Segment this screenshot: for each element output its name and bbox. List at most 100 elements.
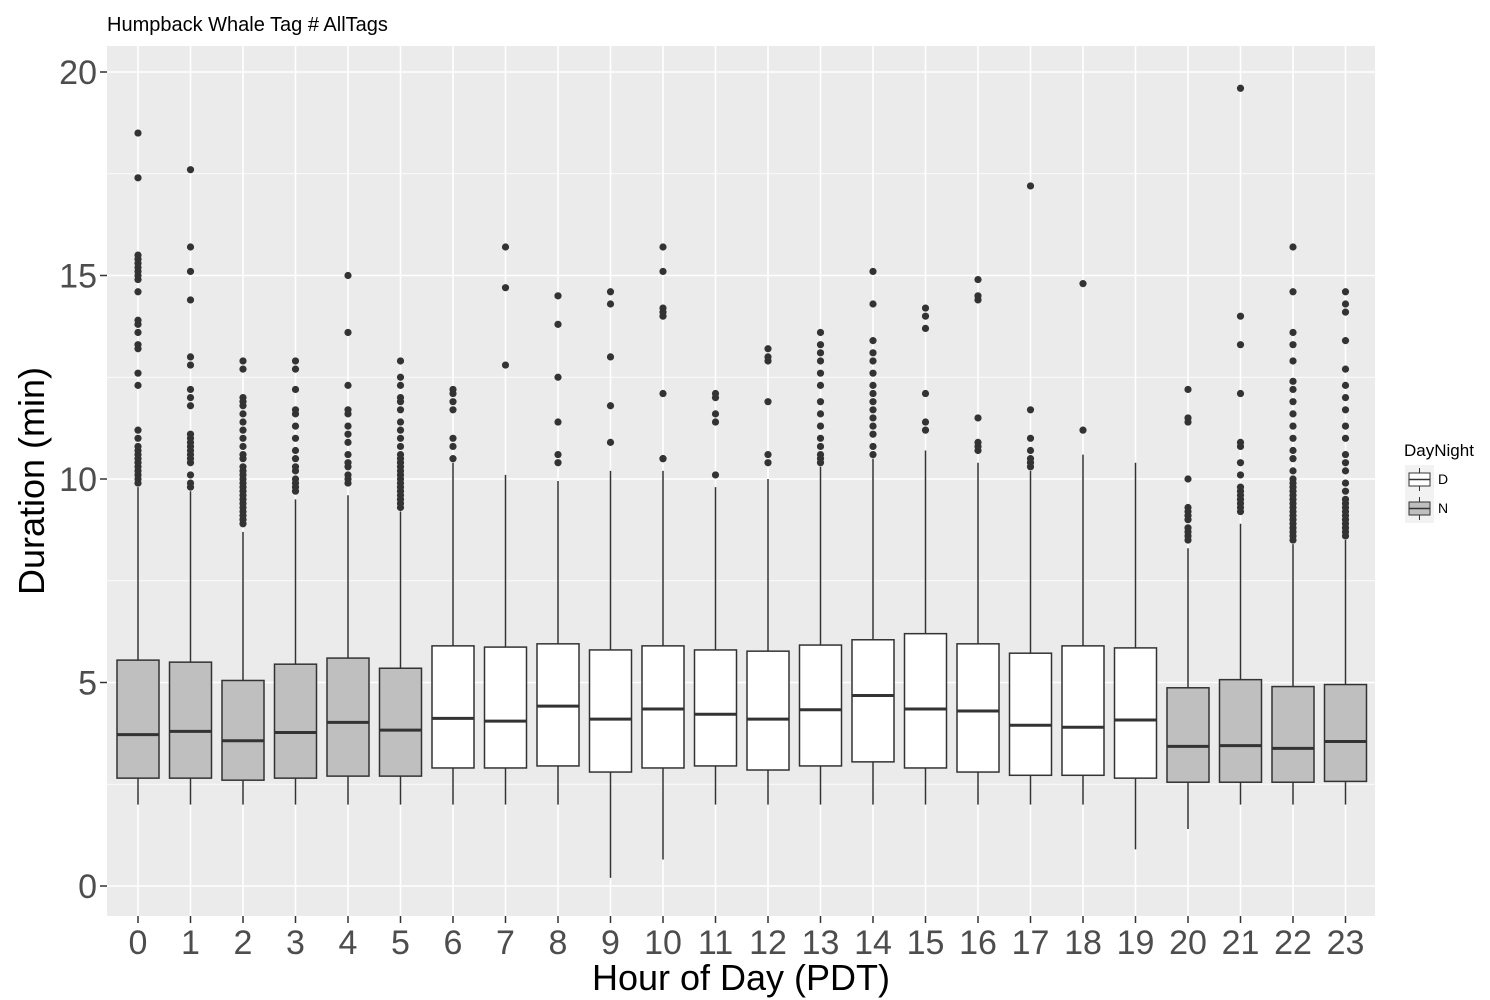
outlier-point <box>711 418 720 426</box>
box-hour-8 <box>536 292 580 805</box>
x-tick-label: 10 <box>644 924 682 962</box>
box-iqr <box>1113 647 1158 779</box>
outlier-point <box>344 271 352 280</box>
outlier-point <box>921 312 930 320</box>
box-iqr <box>956 643 1000 773</box>
outlier-point <box>134 129 142 137</box>
outlier-point <box>869 267 877 276</box>
y-tick-label: 20 <box>59 54 97 92</box>
outlier-point <box>396 418 405 426</box>
box-hour-9 <box>588 288 633 878</box>
x-tick-label: 6 <box>444 924 463 962</box>
outlier-point <box>1289 357 1297 365</box>
outlier-point <box>291 463 300 471</box>
outlier-point <box>1026 446 1035 455</box>
box-hour-1 <box>168 166 213 805</box>
x-tick-label: 3 <box>286 924 305 962</box>
outlier-point <box>869 450 877 459</box>
outlier-point <box>816 434 825 442</box>
outlier-point <box>1289 475 1297 483</box>
y-axis: 0 5 10 15 20 <box>59 54 107 906</box>
outlier-point <box>711 389 720 398</box>
outlier-point <box>1289 434 1297 442</box>
outlier-point <box>554 450 562 459</box>
outlier-point <box>1236 389 1245 398</box>
x-axis-title: Hour of Day (PDT) <box>592 957 890 998</box>
box-iqr <box>851 639 895 763</box>
outlier-point <box>186 267 195 276</box>
outlier-point <box>134 369 142 377</box>
outlier-point <box>291 434 300 442</box>
box-iqr <box>641 645 685 769</box>
x-tick-label: 13 <box>802 924 840 962</box>
x-tick-label: 14 <box>854 924 892 962</box>
box-iqr <box>483 646 528 769</box>
outlier-point <box>764 450 772 459</box>
outlier-point <box>396 373 405 381</box>
outlier-point <box>1184 414 1192 422</box>
box-iqr <box>746 650 790 771</box>
outlier-point <box>1236 471 1245 479</box>
outlier-point <box>186 394 195 402</box>
x-tick-label: 8 <box>549 924 568 962</box>
box-iqr <box>588 649 633 773</box>
outlier-point <box>344 471 352 479</box>
box-hour-22 <box>1271 243 1315 805</box>
outlier-point <box>1289 410 1297 418</box>
outlier-point <box>1236 483 1245 491</box>
outlier-point <box>1184 475 1192 483</box>
x-tick-label: 21 <box>1222 924 1260 962</box>
outlier-point <box>239 463 247 471</box>
x-tick-label: 9 <box>601 924 620 962</box>
outlier-point <box>1184 503 1192 512</box>
outlier-point <box>1341 365 1350 373</box>
outlier-point <box>344 450 352 459</box>
outlier-point <box>606 288 615 296</box>
outlier-point <box>291 422 300 430</box>
outlier-point <box>1341 459 1350 467</box>
box-iqr <box>798 644 843 767</box>
outlier-point <box>396 406 405 414</box>
outlier-point <box>1026 455 1035 463</box>
outlier-point <box>764 345 772 353</box>
box-hour-15 <box>903 304 948 805</box>
y-tick-label: 10 <box>59 461 97 499</box>
outlier-point <box>186 166 195 174</box>
x-tick-label: 7 <box>496 924 515 962</box>
outlier-point <box>396 394 405 402</box>
box-iqr <box>116 659 160 779</box>
outlier-point <box>816 369 825 377</box>
x-tick-label: 18 <box>1064 924 1102 962</box>
outlier-point <box>816 328 825 337</box>
outlier-point <box>974 275 982 284</box>
outlier-point <box>291 365 300 373</box>
outlier-point <box>186 296 195 304</box>
outlier-point <box>344 328 352 337</box>
outlier-point <box>921 389 930 398</box>
box-hour-4 <box>326 271 370 805</box>
legend-label-D: D <box>1438 471 1448 487</box>
box-layer <box>116 84 1368 878</box>
box-iqr <box>1061 645 1105 777</box>
outlier-point <box>659 389 667 398</box>
outlier-point <box>134 174 142 182</box>
x-tick-label: 2 <box>234 924 253 962</box>
y-tick-label: 5 <box>78 665 97 703</box>
outlier-point <box>134 434 142 442</box>
outlier-point <box>291 455 300 463</box>
x-tick-label: 23 <box>1327 924 1365 962</box>
outlier-point <box>659 304 667 312</box>
outlier-point <box>921 324 930 333</box>
outlier-point <box>1236 341 1245 349</box>
outlier-point <box>816 450 825 459</box>
outlier-point <box>449 442 457 451</box>
outlier-point <box>186 479 195 487</box>
x-tick-label: 20 <box>1169 924 1207 962</box>
outlier-point <box>1289 341 1297 349</box>
outlier-point <box>816 422 825 430</box>
outlier-point <box>186 385 195 394</box>
outlier-point <box>291 406 300 414</box>
outlier-point <box>1289 446 1297 455</box>
outlier-point <box>344 406 352 414</box>
box-iqr <box>273 663 318 779</box>
